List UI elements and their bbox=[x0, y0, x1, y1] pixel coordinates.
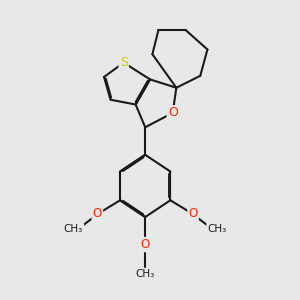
Text: CH₃: CH₃ bbox=[136, 269, 155, 280]
Text: CH₃: CH₃ bbox=[207, 224, 227, 234]
Text: CH₃: CH₃ bbox=[64, 224, 83, 234]
Text: O: O bbox=[141, 238, 150, 251]
Text: S: S bbox=[120, 56, 128, 69]
Text: O: O bbox=[188, 207, 198, 220]
Text: O: O bbox=[93, 207, 102, 220]
Text: O: O bbox=[168, 106, 178, 119]
